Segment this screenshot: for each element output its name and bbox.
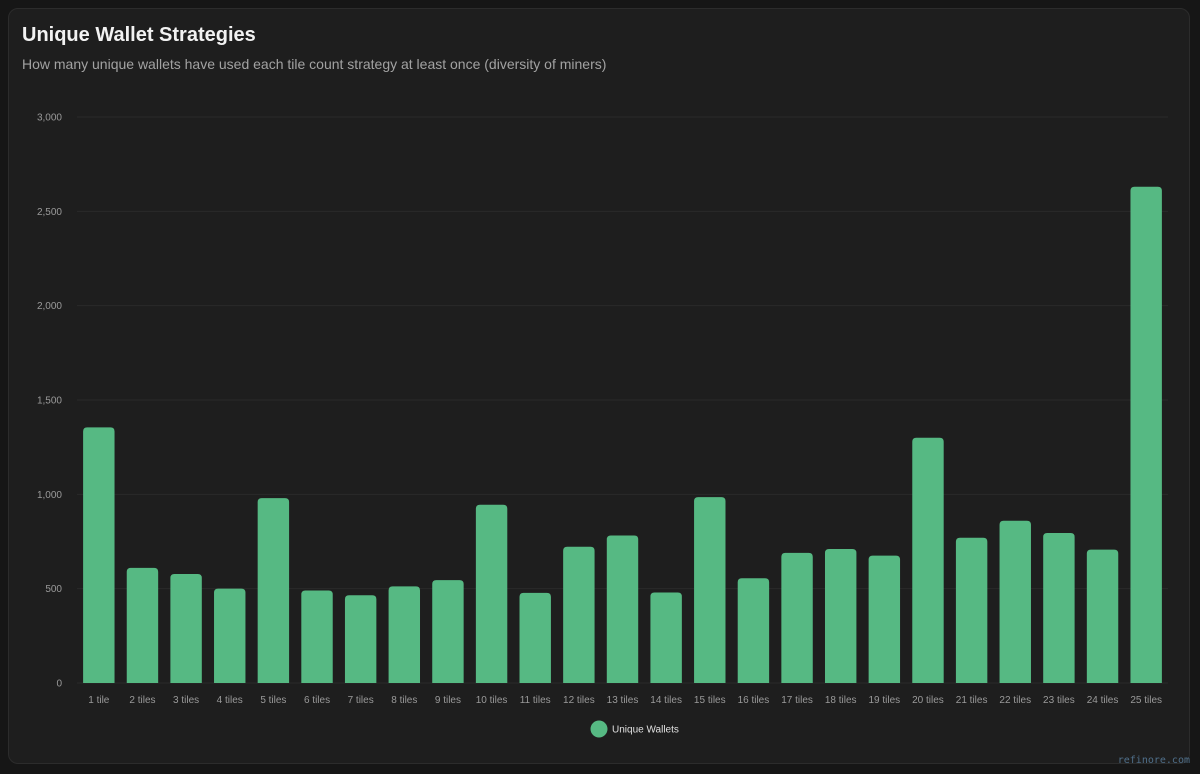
- x-tick-label: 1 tile: [88, 695, 110, 706]
- x-tick-label: 7 tiles: [348, 695, 374, 706]
- bar: [301, 590, 333, 683]
- x-tick-label: 17 tiles: [781, 695, 813, 706]
- bar: [519, 592, 551, 683]
- x-tick-label: 24 tiles: [1087, 695, 1119, 706]
- bar: [606, 535, 639, 683]
- bar: [694, 497, 726, 683]
- bar: [737, 578, 770, 683]
- watermark: refinore.com: [1117, 755, 1190, 766]
- bar: [126, 567, 159, 683]
- bar: [912, 437, 944, 683]
- x-tick-label: 21 tiles: [956, 695, 988, 706]
- chart-card: [8, 8, 1190, 764]
- x-tick-label: 2 tiles: [129, 695, 155, 706]
- chart-title: Unique Wallet Strategies: [22, 24, 256, 46]
- x-tick-label: 11 tiles: [520, 695, 551, 706]
- bar: [475, 504, 508, 683]
- x-tick-label: 25 tiles: [1130, 695, 1162, 706]
- y-tick-label: 1,000: [37, 490, 62, 501]
- bar: [1130, 186, 1162, 683]
- x-tick-label: 12 tiles: [563, 695, 595, 706]
- x-tick-label: 14 tiles: [650, 695, 682, 706]
- bar: [824, 549, 857, 683]
- x-tick-label: 6 tiles: [304, 695, 330, 706]
- y-tick-label: 1,500: [37, 396, 62, 407]
- bar: [388, 586, 421, 683]
- x-tick-label: 18 tiles: [825, 695, 857, 706]
- bar: [257, 498, 290, 683]
- y-tick-label: 2,000: [37, 301, 62, 312]
- bar: [83, 427, 115, 683]
- legend-label: Unique Wallets: [612, 725, 679, 736]
- x-tick-label: 3 tiles: [173, 695, 199, 706]
- bar: [999, 520, 1031, 683]
- x-tick-label: 13 tiles: [607, 695, 639, 706]
- x-tick-label: 20 tiles: [912, 695, 944, 706]
- y-tick-label: 2,500: [37, 207, 62, 218]
- x-tick-label: 16 tiles: [738, 695, 770, 706]
- y-tick-label: 3,000: [37, 113, 62, 124]
- x-tick-label: 23 tiles: [1043, 695, 1075, 706]
- bar: [781, 552, 813, 683]
- bar: [650, 592, 682, 683]
- y-tick-label: 500: [45, 584, 62, 595]
- bar: [1086, 549, 1119, 683]
- bar: [170, 573, 202, 683]
- bar: [214, 588, 246, 683]
- chart-subtitle: How many unique wallets have used each t…: [22, 56, 607, 72]
- bar: [344, 595, 377, 683]
- x-tick-label: 19 tiles: [868, 695, 900, 706]
- bar: [955, 537, 988, 683]
- bar: [563, 546, 595, 683]
- bar: [868, 555, 901, 683]
- y-tick-label: 0: [56, 679, 62, 690]
- legend-swatch: [590, 720, 608, 738]
- bar: [432, 580, 464, 683]
- x-tick-label: 8 tiles: [391, 695, 417, 706]
- x-tick-label: 9 tiles: [435, 695, 461, 706]
- x-tick-label: 22 tiles: [999, 695, 1031, 706]
- x-tick-label: 10 tiles: [476, 695, 508, 706]
- bar: [1043, 533, 1075, 683]
- x-tick-label: 4 tiles: [217, 695, 243, 706]
- x-tick-label: 15 tiles: [694, 695, 726, 706]
- x-tick-label: 5 tiles: [260, 695, 286, 706]
